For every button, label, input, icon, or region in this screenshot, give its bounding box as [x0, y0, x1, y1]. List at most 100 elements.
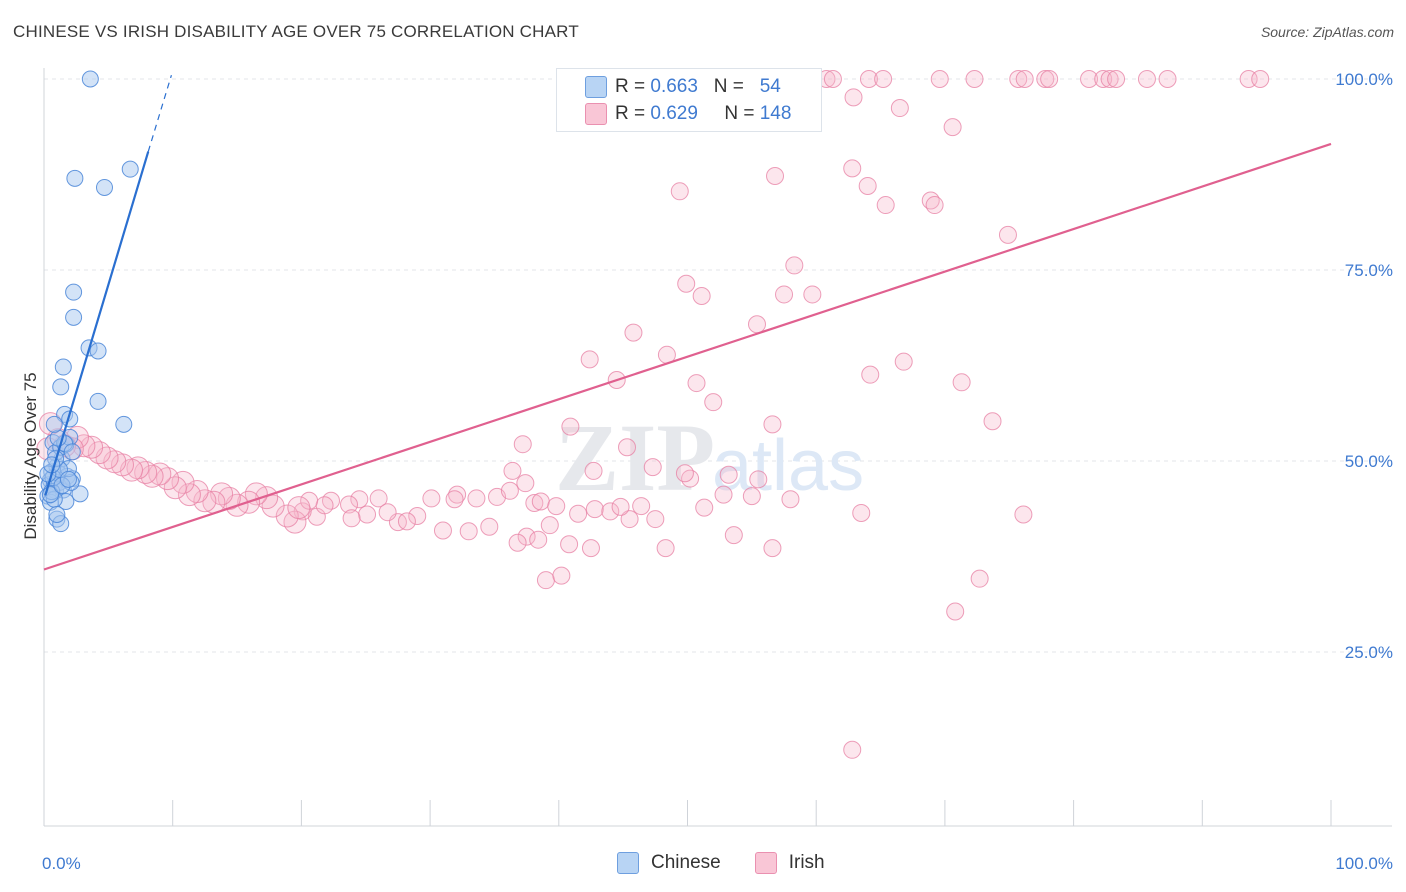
- irish-point: [747, 315, 766, 334]
- watermark-zip: ZIP: [555, 404, 715, 511]
- irish-point: [525, 494, 544, 513]
- irish-swatch: [585, 103, 607, 125]
- chinese-point: [59, 470, 77, 488]
- chinese-point: [63, 443, 81, 461]
- correlation-legend: R = 0.663 N = 54 R = 0.629 N = 148: [556, 68, 822, 132]
- irish-point: [766, 167, 785, 186]
- irish-point: [480, 517, 499, 536]
- irish-point: [283, 510, 307, 534]
- irish-point: [692, 286, 711, 305]
- irish-point: [1014, 505, 1033, 524]
- chinese-point: [81, 70, 99, 88]
- irish-point: [843, 740, 862, 759]
- irish-point: [749, 470, 768, 489]
- irish-point: [1015, 70, 1034, 88]
- legend-r-value-chinese: 0.663: [650, 76, 698, 97]
- irish-point: [517, 527, 536, 546]
- irish-point: [724, 526, 743, 545]
- irish-point: [763, 415, 782, 434]
- y-tick-label: 100.0%: [1335, 70, 1393, 89]
- irish-point: [1251, 70, 1270, 88]
- irish-point: [1036, 70, 1055, 88]
- irish-legend-swatch: [754, 852, 777, 874]
- irish-point: [714, 485, 733, 504]
- chinese-series: [39, 70, 139, 533]
- irish-point: [681, 469, 700, 488]
- trend-lines: [43, 75, 1332, 571]
- legend-label-irish: Irish: [788, 852, 825, 873]
- irish-point: [890, 99, 909, 118]
- legend-r-label: R =: [615, 103, 646, 124]
- irish-point: [500, 481, 519, 500]
- irish-point: [580, 350, 599, 369]
- legend-n-label: N =: [713, 76, 744, 97]
- irish-point: [601, 502, 620, 521]
- legend-item-irish[interactable]: Irish: [754, 852, 825, 874]
- irish-point: [163, 476, 187, 500]
- irish-point: [1100, 70, 1119, 88]
- irish-point: [80, 435, 104, 459]
- irish-point: [930, 70, 949, 88]
- irish-point: [350, 490, 369, 509]
- irish-point: [1080, 70, 1099, 88]
- chinese-point: [66, 169, 84, 187]
- irish-point: [581, 539, 600, 558]
- x-tick-label-start: 0.0%: [42, 854, 81, 873]
- chinese-trend-extension: [147, 75, 172, 152]
- irish-point: [618, 438, 637, 457]
- irish-point: [217, 486, 241, 510]
- irish-point: [843, 159, 862, 178]
- irish-point: [560, 535, 579, 554]
- legend-item-chinese[interactable]: Chinese: [617, 852, 721, 874]
- irish-point: [503, 461, 522, 480]
- irish-point: [646, 510, 665, 529]
- irish-point: [620, 510, 639, 529]
- irish-point: [983, 412, 1002, 431]
- irish-point: [408, 507, 427, 526]
- irish-point: [925, 196, 944, 215]
- chinese-point: [115, 415, 133, 433]
- irish-point: [585, 500, 604, 519]
- irish-point: [445, 490, 464, 509]
- chinese-point: [45, 415, 63, 433]
- irish-point: [1137, 70, 1156, 88]
- irish-point: [342, 509, 361, 528]
- irish-point: [742, 487, 761, 506]
- irish-point: [785, 256, 804, 275]
- x-tick-label-end: 100.0%: [1335, 854, 1393, 873]
- irish-trend-line: [43, 142, 1332, 571]
- irish-point: [569, 504, 588, 523]
- irish-point: [695, 498, 714, 517]
- chinese-point: [121, 160, 139, 178]
- chinese-point: [65, 308, 83, 326]
- irish-point: [275, 504, 299, 528]
- y-tick-label: 25.0%: [1345, 643, 1393, 662]
- irish-point: [397, 512, 416, 531]
- irish-point: [624, 323, 643, 342]
- chinese-point: [52, 378, 70, 396]
- irish-point: [467, 489, 486, 508]
- irish-point: [193, 489, 217, 513]
- irish-point: [656, 539, 675, 558]
- irish-point: [965, 70, 984, 88]
- irish-point: [704, 393, 723, 412]
- chinese-point: [89, 392, 107, 410]
- tick-labels: 25.0% 50.0% 75.0% 100.0% 0.0% 100.0%: [42, 70, 1393, 873]
- irish-point: [459, 522, 478, 541]
- irish-point: [536, 571, 555, 590]
- irish-point: [315, 496, 334, 515]
- chinese-swatch: [585, 76, 607, 98]
- irish-point: [1094, 70, 1113, 88]
- irish-point: [378, 503, 397, 522]
- irish-point: [552, 566, 571, 585]
- irish-point: [861, 365, 880, 384]
- legend-n-value-chinese: 54: [759, 76, 781, 97]
- chart-title: CHINESE VS IRISH DISABILITY AGE OVER 75 …: [13, 22, 579, 41]
- irish-point: [287, 496, 311, 520]
- chinese-point: [48, 505, 66, 523]
- irish-point: [775, 285, 794, 304]
- legend-n-label: N =: [724, 103, 755, 124]
- irish-point: [670, 182, 689, 201]
- irish-point: [513, 435, 532, 454]
- irish-point: [803, 285, 822, 304]
